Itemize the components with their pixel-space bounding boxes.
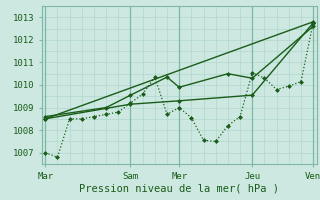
X-axis label: Pression niveau de la mer( hPa ): Pression niveau de la mer( hPa ) xyxy=(79,183,279,193)
